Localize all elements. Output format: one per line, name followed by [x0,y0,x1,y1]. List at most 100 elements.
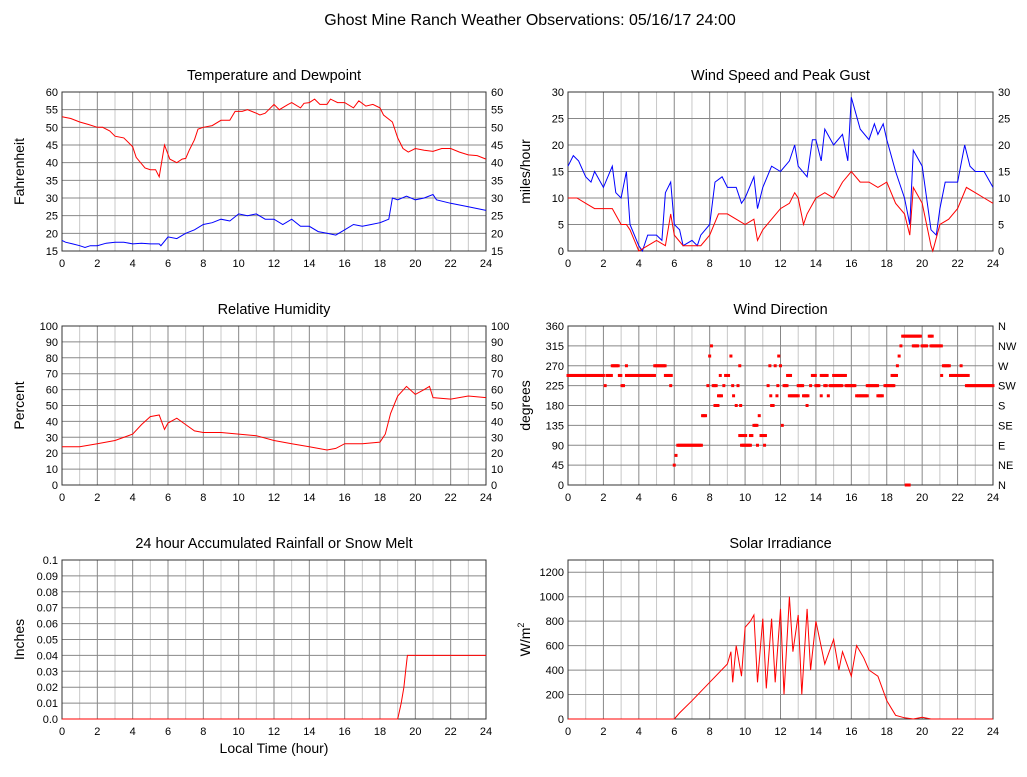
y-tick-label-right: SE [998,420,1013,432]
data-point [669,373,673,377]
y-tick-label: 15 [552,167,564,179]
y-tick-label: 90 [552,440,564,452]
data-point [916,344,920,348]
data-point [813,373,817,377]
y-tick-label: 25 [46,211,58,223]
data-point [763,434,767,438]
series-line-0 [61,98,487,179]
y-axis-label: miles/hour [517,139,533,204]
x-tick-label: 22 [951,492,963,504]
y-tick-label-right: 20 [491,228,503,240]
y-tick-label: 0.09 [37,571,58,583]
x-tick-label: 10 [739,492,751,504]
data-point [722,384,726,388]
x-tick-label: 24 [987,726,999,738]
y-tick-label: 1000 [540,592,564,604]
data-point [601,373,605,377]
x-tick-label: 2 [94,258,100,270]
panel-rain: 24 hour Accumulated Rainfall or Snow Mel… [11,536,492,756]
plot-frame [567,325,994,486]
series-dots-0 [566,334,995,487]
data-point [806,394,810,398]
data-point [959,364,963,368]
x-tick-label: 0 [565,492,571,504]
y-tick-label: 225 [546,381,564,393]
data-point [663,364,667,368]
data-point [880,394,884,398]
series-line-0 [568,596,993,720]
y-tick-label-right: 45 [491,140,503,152]
y-tick-label: 400 [546,665,564,677]
y-tick-label: 80 [46,353,58,365]
data-point [918,334,922,338]
series-line-0 [567,97,994,253]
page-title: Ghost Mine Ranch Weather Observations: 0… [324,12,736,29]
data-point [706,384,710,388]
x-axis-label: Local Time (hour) [220,740,329,756]
data-point [732,394,736,398]
y-tick-label: 50 [46,401,58,413]
y-tick-label-right: 15 [491,246,503,258]
y-tick-label: 40 [46,416,58,428]
data-point [855,394,859,398]
data-point [757,414,761,418]
x-tick-label: 2 [600,258,606,270]
y-axis-label-text: miles/hour [517,139,533,204]
x-tick-label: 6 [165,726,171,738]
x-tick-label: 22 [951,726,963,738]
x-tick-label: 6 [165,258,171,270]
plot-frame [61,91,487,252]
x-tick-label: 6 [671,258,677,270]
data-point [739,404,743,407]
y-tick-label: 20 [46,228,58,240]
x-tick-label: 2 [94,726,100,738]
x-tick-label: 18 [374,726,386,738]
y-axis-label: Fahrenheit [11,138,27,205]
data-point [609,373,613,377]
y-tick-label: 15 [46,246,58,258]
y-axis-label-text: Percent [11,381,27,429]
y-tick-label: 0 [52,480,58,492]
y-tick-label-right: 100 [491,321,509,333]
x-tick-label: 12 [268,726,280,738]
y-axis-label: Inches [11,619,27,660]
data-point [738,364,742,368]
data-point [801,384,805,388]
y-tick-label: 25 [552,114,564,126]
data-point [809,384,813,388]
data-point [825,373,829,377]
data-point [775,394,779,398]
x-tick-label: 2 [600,492,606,504]
y-tick-label-right: 0 [998,246,1004,258]
y-tick-label: 20 [46,448,58,460]
data-point [777,354,781,358]
x-tick-label: 20 [409,726,421,738]
panel-title: Wind Speed and Peak Gust [691,68,870,84]
y-tick-label: 10 [552,193,564,205]
series-line-0 [62,654,486,720]
y-tick-label-right: NW [998,341,1017,353]
y-tick-label: 70 [46,369,58,381]
data-point [789,373,793,377]
data-point [716,404,720,407]
data-point [796,394,800,398]
y-tick-label-right: 55 [491,105,503,117]
y-axis-label-text: W/m [517,628,533,657]
x-tick-label: 16 [339,492,351,504]
x-tick-label: 18 [374,492,386,504]
y-tick-label: 0 [558,480,564,492]
x-tick-label: 14 [303,492,315,504]
data-point [616,364,620,368]
x-tick-label: 16 [339,258,351,270]
x-tick-label: 4 [636,492,642,504]
data-point [785,384,789,388]
y-tick-label: 0 [558,246,564,258]
y-axis-label-text: Inches [11,619,27,660]
y-tick-label: 270 [546,361,564,373]
data-point [773,364,777,368]
data-point [734,404,738,407]
